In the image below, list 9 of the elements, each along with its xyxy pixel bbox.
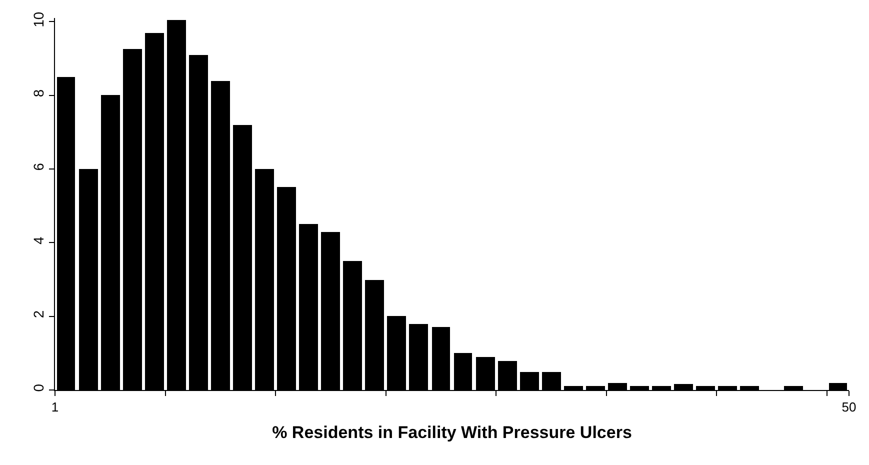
x-tick-label: 1 (51, 400, 59, 415)
y-tick-label: 4 (30, 236, 46, 244)
y-tick-label: 2 (30, 310, 46, 318)
y-tick-label: 8 (30, 89, 46, 98)
y-tick-label: 6 (30, 162, 46, 171)
x-tick-label: 50 (842, 400, 856, 415)
y-tick-label: 0 (30, 384, 46, 392)
x-axis-title: % Residents in Facility With Pressure Ulcers (272, 423, 632, 442)
y-tick-label: 10 (30, 12, 46, 28)
